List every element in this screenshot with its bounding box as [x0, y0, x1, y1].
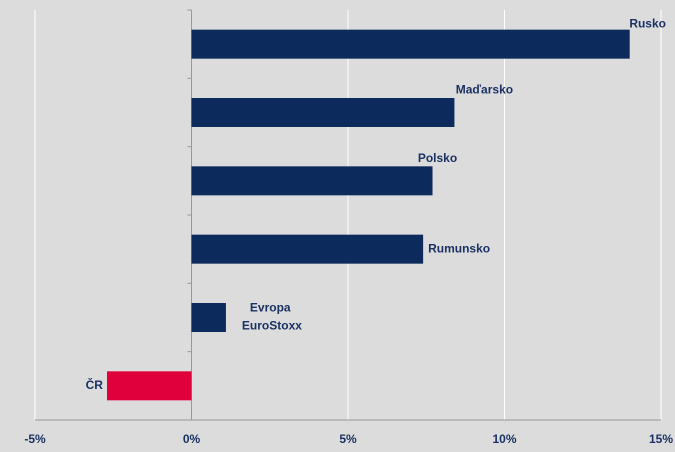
- bar-label: Polsko: [418, 151, 457, 165]
- x-tick-label: 5%: [339, 432, 357, 446]
- bar-label: Maďarsko: [456, 83, 513, 97]
- x-tick-label: -5%: [24, 432, 46, 446]
- bar: [191, 234, 424, 264]
- bar: [191, 166, 433, 196]
- bar-label: ČR: [86, 377, 104, 392]
- bar: [191, 29, 630, 59]
- x-tick-label: 15%: [649, 432, 673, 446]
- bar: [191, 98, 455, 127]
- bar-label: Evropa EuroStoxx: [242, 301, 302, 333]
- bar-label: Rumunsko: [428, 241, 490, 255]
- bar-label: Rusko: [629, 16, 666, 30]
- bar: [191, 303, 226, 332]
- x-tick-label: 10%: [492, 432, 516, 446]
- x-tick-label: 0%: [183, 432, 201, 446]
- bar: [106, 371, 192, 401]
